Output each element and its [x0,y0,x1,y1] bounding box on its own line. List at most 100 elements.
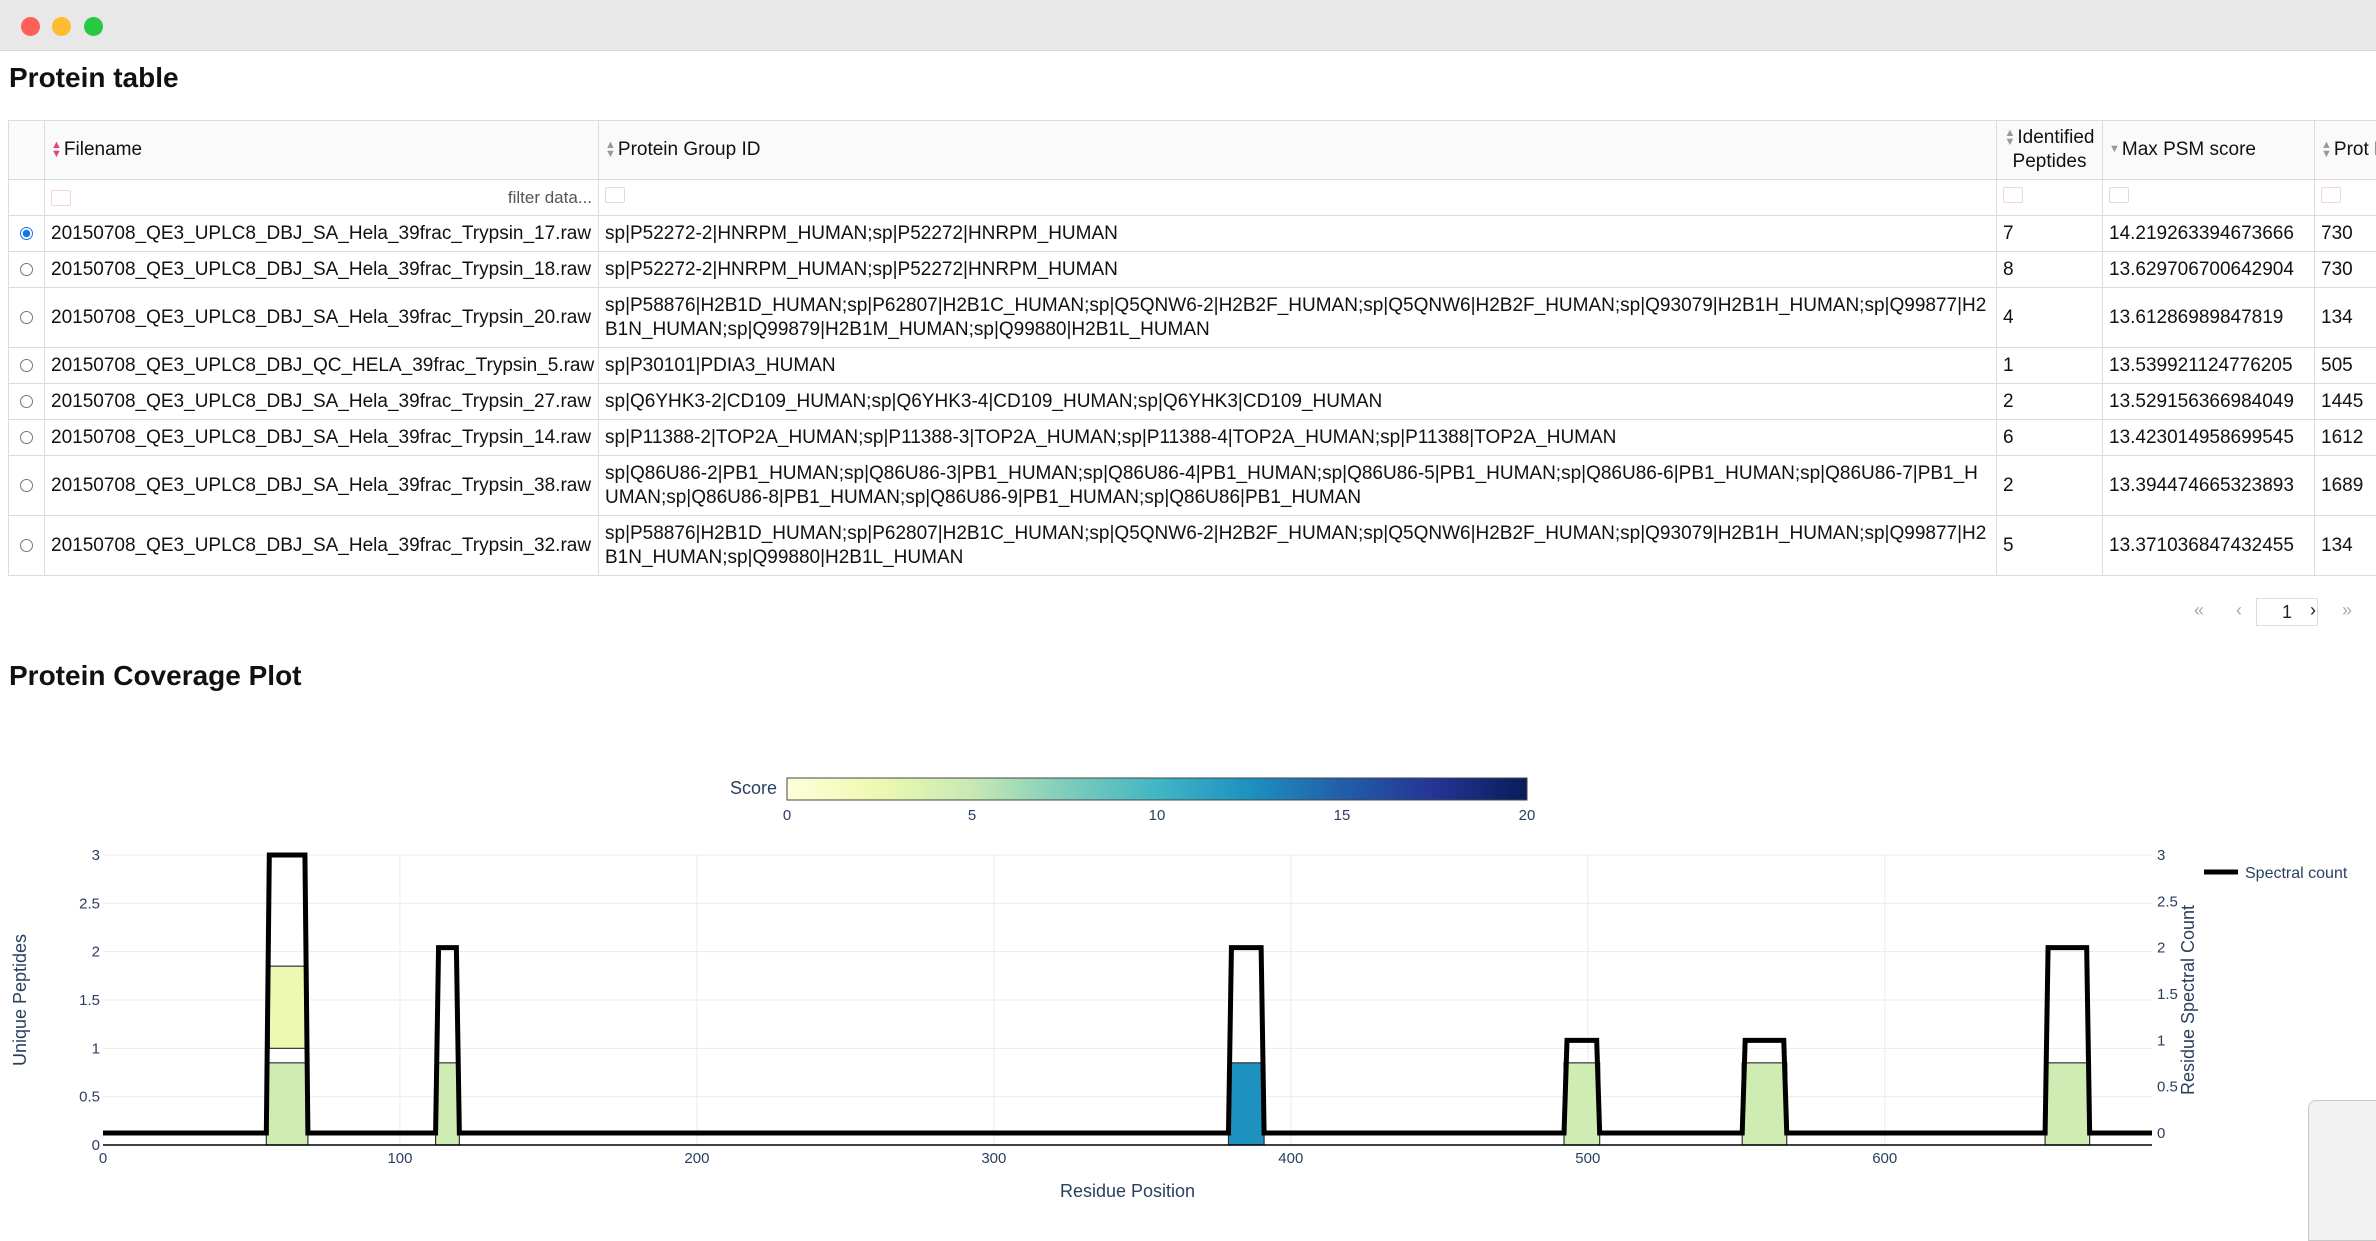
table-row[interactable]: 20150708_QE3_UPLC8_DBJ_SA_Hela_39frac_Tr… [9,420,2376,456]
next-page-button[interactable]: › [2310,600,2316,621]
table-row[interactable]: 20150708_QE3_UPLC8_DBJ_SA_Hela_39frac_Tr… [9,456,2376,516]
psm-score-cell: 13.423014958699545 [2103,420,2315,456]
psm-score-cell: 14.219263394673666 [2103,216,2315,252]
radio-button[interactable] [20,311,33,324]
row-select-radio[interactable] [9,384,45,420]
column-label: Protein Group ID [618,139,761,160]
sort-icon[interactable]: ▲▼ [2004,129,2015,147]
first-page-button[interactable]: « [2194,600,2204,621]
y-tick-label: 1 [92,1040,100,1057]
radio-button[interactable] [20,479,33,492]
y2-tick-label: 1.5 [2157,986,2178,1003]
row-select-radio[interactable] [9,288,45,348]
filename-cell: 20150708_QE3_UPLC8_DBJ_SA_Hela_39frac_Tr… [45,420,599,456]
table-row[interactable]: 20150708_QE3_UPLC8_DBJ_SA_Hela_39frac_Tr… [9,516,2376,576]
protein-group-cell: sp|P11388-2|TOP2A_HUMAN;sp|P11388-3|TOP2… [599,420,1997,456]
table-row[interactable]: 20150708_QE3_UPLC8_DBJ_SA_Hela_39frac_Tr… [9,288,2376,348]
length-filter-input[interactable] [2315,180,2376,216]
last-page-button[interactable]: » [2342,600,2352,621]
peptides-filter-input[interactable] [1997,180,2103,216]
close-window-button[interactable] [21,17,40,36]
minimize-window-button[interactable] [52,17,71,36]
peptide-bar [1564,1063,1600,1145]
x-tick-label: 600 [1872,1150,1897,1167]
protein-filter-input[interactable] [599,180,1997,216]
filename-filter-input[interactable]: filter data... [45,180,599,216]
filename-cell: 20150708_QE3_UPLC8_DBJ_SA_Hela_39frac_Tr… [45,216,599,252]
y-tick-label: 2.5 [79,895,100,912]
length-cell: 505 [2315,348,2376,384]
filter-case-icon[interactable] [2003,187,2023,203]
y-tick-label: 3 [92,847,100,864]
length-cell: 134 [2315,288,2376,348]
colorbar-tick-label: 20 [1519,807,1536,824]
psm-filter-input[interactable] [2103,180,2315,216]
filename-cell: 20150708_QE3_UPLC8_DBJ_SA_Hela_39frac_Tr… [45,288,599,348]
row-select-radio[interactable] [9,516,45,576]
sort-icon[interactable]: ▲▼ [2321,141,2332,159]
filename-cell: 20150708_QE3_UPLC8_DBJ_QC_HELA_39frac_Tr… [45,348,599,384]
table-row[interactable]: 20150708_QE3_UPLC8_DBJ_SA_Hela_39frac_Tr… [9,384,2376,420]
x-tick-label: 0 [99,1150,107,1167]
radio-button[interactable] [20,395,33,408]
select-column-header [9,121,45,180]
filter-case-icon[interactable] [2321,187,2341,203]
colorbar-tick-label: 5 [968,807,976,824]
column-header-filename[interactable]: ▲▼Filename [45,121,599,180]
column-header-protein-group-id[interactable]: ▲▼Protein Group ID [599,121,1997,180]
peptides-cell: 8 [1997,252,2103,288]
column-header-identified-peptides[interactable]: ▲▼Identified Peptides [1997,121,2103,180]
filter-case-icon[interactable] [51,190,71,206]
colorbar [787,778,1527,800]
y2-tick-label: 1 [2157,1032,2165,1049]
table-row[interactable]: 20150708_QE3_UPLC8_DBJ_SA_Hela_39frac_Tr… [9,252,2376,288]
protein-group-cell: sp|Q86U86-2|PB1_HUMAN;sp|Q86U86-3|PB1_HU… [599,456,1997,516]
length-cell: 730 [2315,252,2376,288]
radio-button[interactable] [20,227,33,240]
filename-cell: 20150708_QE3_UPLC8_DBJ_SA_Hela_39frac_Tr… [45,456,599,516]
sort-icon[interactable]: ▲▼ [51,141,62,159]
y-tick-label: 2 [92,944,100,961]
protein-group-cell: sp|Q6YHK3-2|CD109_HUMAN;sp|Q6YHK3-4|CD10… [599,384,1997,420]
row-select-radio[interactable] [9,252,45,288]
x-tick-label: 100 [387,1150,412,1167]
x-tick-label: 400 [1278,1150,1303,1167]
screenshot-thumbnail[interactable] [2308,1100,2376,1241]
column-label: Max PSM score [2122,139,2256,160]
y-axis-title: Unique Peptides [10,934,30,1066]
x-axis-title: Residue Position [1060,1181,1195,1201]
y2-tick-label: 0 [2157,1125,2165,1142]
column-header-protein-length[interactable]: ▲▼Prot Leng [2315,121,2376,180]
filter-case-icon[interactable] [605,187,625,203]
row-select-radio[interactable] [9,348,45,384]
protein-group-cell: sp|P58876|H2B1D_HUMAN;sp|P62807|H2B1C_HU… [599,288,1997,348]
peptide-bar [266,1063,308,1145]
radio-button[interactable] [20,263,33,276]
peptide-bar [436,1063,460,1145]
length-cell: 1612 [2315,420,2376,456]
prev-page-button[interactable]: ‹ [2236,600,2242,621]
zoom-window-button[interactable] [84,17,103,36]
filter-case-icon[interactable] [2109,187,2129,203]
peptides-cell: 2 [1997,384,2103,420]
radio-button[interactable] [20,359,33,372]
row-select-radio[interactable] [9,420,45,456]
table-header-row: ▲▼Filename ▲▼Protein Group ID ▲▼Identifi… [9,121,2376,180]
page-number-input[interactable]: 1 [2256,598,2318,626]
sort-icon[interactable]: ▼ [2109,145,2120,154]
peptide-bar [2045,1063,2090,1145]
protein-table-title: Protein table [9,62,179,94]
column-header-max-psm-score[interactable]: ▼Max PSM score [2103,121,2315,180]
row-select-radio[interactable] [9,216,45,252]
peptide-bar [269,966,308,1048]
filename-cell: 20150708_QE3_UPLC8_DBJ_SA_Hela_39frac_Tr… [45,384,599,420]
row-select-radio[interactable] [9,456,45,516]
table-row[interactable]: 20150708_QE3_UPLC8_DBJ_SA_Hela_39frac_Tr… [9,216,2376,252]
peptides-cell: 6 [1997,420,2103,456]
radio-button[interactable] [20,539,33,552]
radio-button[interactable] [20,431,33,444]
table-row[interactable]: 20150708_QE3_UPLC8_DBJ_QC_HELA_39frac_Tr… [9,348,2376,384]
x-tick-label: 300 [981,1150,1006,1167]
sort-icon[interactable]: ▲▼ [605,141,616,159]
